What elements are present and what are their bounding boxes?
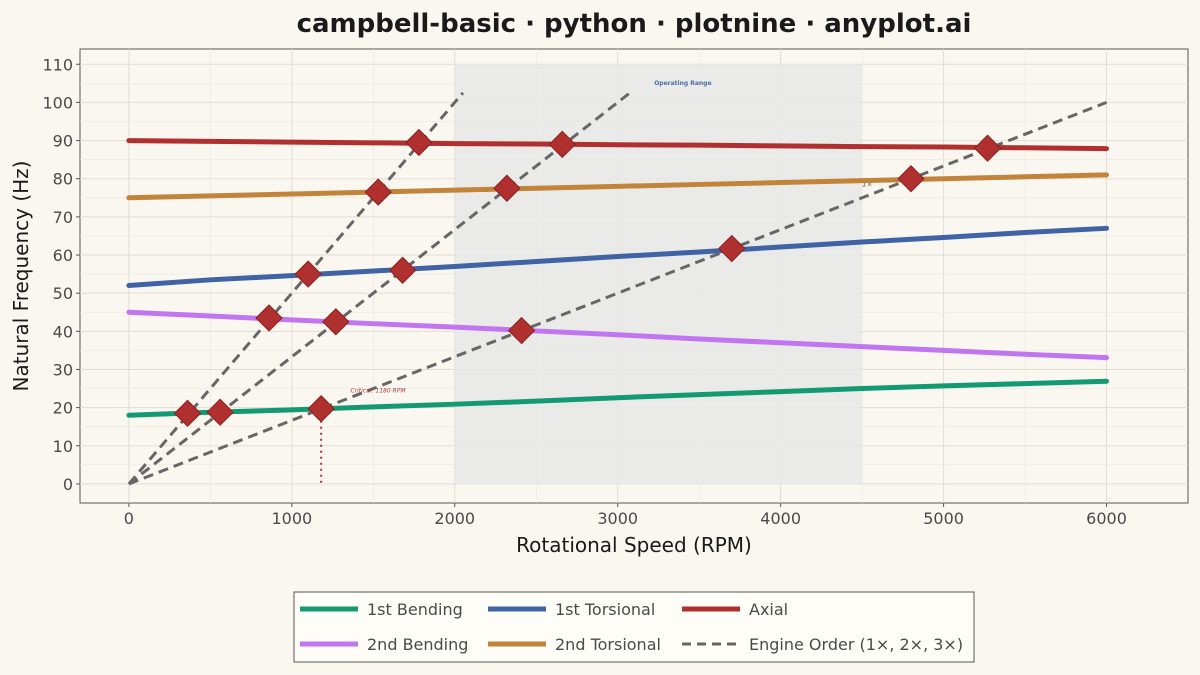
y-tick-label: 70	[53, 208, 73, 227]
critical-speed-label: Critical: 1180 RPM	[350, 387, 406, 394]
x-axis-title: Rotational Speed (RPM)	[516, 533, 752, 557]
legend-label-4: 2nd Torsional	[555, 635, 661, 654]
legend-label-0: 1st Bending	[367, 600, 463, 619]
y-tick-label: 100	[42, 93, 73, 112]
crossing-marker	[973, 134, 1002, 162]
y-axis-title: Natural Frequency (Hz)	[9, 161, 33, 392]
crossing-marker	[507, 316, 536, 345]
y-tick-label: 40	[53, 322, 73, 341]
legend: 1st Bending 1st Torsional Axial 2nd Bending…	[293, 591, 975, 663]
crossing-marker	[322, 308, 350, 336]
crossing-marker	[307, 395, 335, 423]
legend-box	[293, 591, 975, 663]
y-axis-ticks: 0 10 20 30 40 50 60 70 80 90 100 110	[42, 55, 80, 494]
crossing-marker	[206, 398, 234, 426]
crossing-marker	[493, 174, 521, 202]
legend-label-2: Axial	[749, 600, 788, 619]
crossing-marker	[897, 165, 925, 193]
legend-label-3: 2nd Bending	[367, 635, 468, 654]
mode-line-4	[126, 172, 1110, 201]
y-tick-label: 0	[63, 475, 73, 494]
x-tick-label: 3000	[597, 509, 638, 528]
chart-title: campbell-basic · python · plotnine · any…	[297, 9, 972, 39]
x-tick-label: 2000	[434, 509, 475, 528]
y-tick-label: 110	[42, 55, 73, 74]
mode-line-1	[126, 225, 1110, 289]
operating-range-band	[454, 64, 863, 484]
engine-order-label-1x: 1×	[862, 180, 872, 188]
y-tick-label: 50	[53, 284, 73, 303]
x-tick-label: 5000	[923, 509, 964, 528]
y-tick-label: 60	[53, 246, 73, 265]
crossing-marker	[405, 128, 433, 157]
crossing-markers	[173, 128, 1002, 428]
crossing-marker	[364, 178, 392, 206]
x-tick-label: 6000	[1086, 509, 1127, 528]
x-axis-ticks: 0 1000 2000 3000 4000 5000 6000	[124, 503, 1127, 528]
crossing-marker	[294, 260, 322, 288]
crossing-marker	[388, 256, 417, 284]
y-tick-label: 80	[53, 170, 73, 189]
legend-label-5: Engine Order (1×, 2×, 3×)	[749, 635, 963, 654]
crossing-marker	[173, 399, 202, 428]
engine-order-line-2x	[127, 89, 634, 486]
crossing-marker	[255, 304, 283, 332]
mode-lines	[126, 138, 1110, 418]
crossing-marker	[718, 234, 746, 263]
y-tick-label: 30	[53, 360, 73, 379]
y-tick-label: 90	[53, 132, 73, 151]
legend-label-1: 1st Torsional	[555, 600, 655, 619]
x-tick-label: 4000	[760, 509, 801, 528]
crossing-marker	[548, 130, 577, 159]
operating-range-label: Operating Range	[654, 80, 711, 87]
x-tick-label: 0	[124, 509, 134, 528]
x-tick-label: 1000	[271, 509, 312, 528]
mode-line-3	[126, 309, 1110, 361]
y-tick-label: 10	[53, 437, 73, 456]
y-tick-label: 20	[53, 399, 73, 418]
mode-line-0	[126, 378, 1110, 418]
mode-line-2	[126, 138, 1110, 152]
